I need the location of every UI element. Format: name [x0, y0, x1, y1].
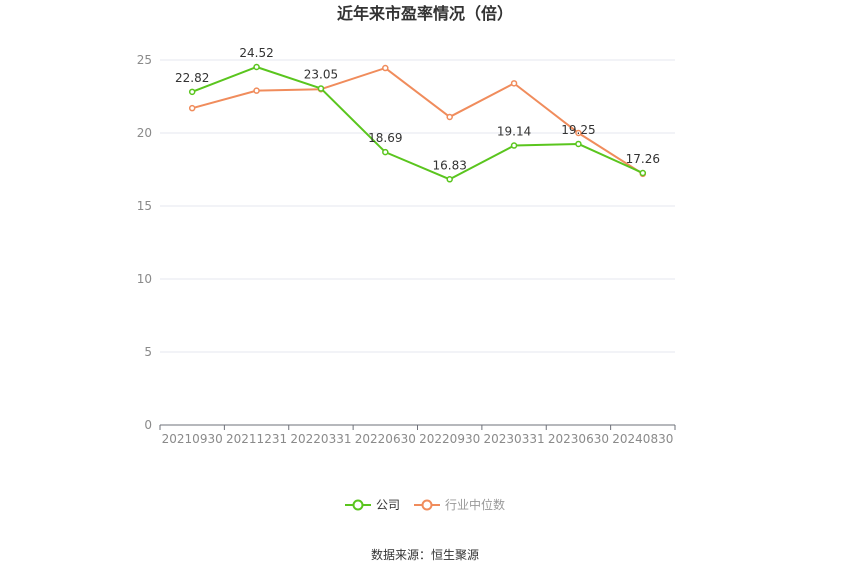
data-label: 19.14 — [497, 125, 531, 139]
y-tick-label: 10 — [137, 272, 152, 286]
x-tick-label: 20210930 — [162, 432, 223, 446]
data-labels: 22.82 24.52 23.05 18.69 16.83 19.14 19.25 17.26 — [175, 46, 660, 172]
data-point[interactable] — [382, 148, 389, 156]
legend-line-circle-icon — [414, 499, 440, 510]
x-tick-label: 20230630 — [548, 432, 609, 446]
data-label: 17.26 — [626, 152, 660, 166]
chart-title: 近年来市盈率情况（倍） — [336, 4, 513, 23]
legend-label: 公司 — [375, 498, 400, 512]
legend: 公司 行业中位数 — [0, 496, 850, 513]
data-point[interactable] — [317, 85, 325, 92]
y-tick-label: 15 — [137, 199, 152, 213]
data-point[interactable] — [510, 80, 518, 87]
legend-line-circle-icon — [344, 499, 371, 510]
x-tick-label: 20230331 — [484, 432, 545, 446]
data-point[interactable] — [253, 63, 260, 71]
x-tick-label: 20220930 — [419, 432, 480, 446]
axes: 0 5 10 15 20 25 20210930 20211231 20220331 202206… — [137, 53, 676, 446]
x-tick-label: 20220331 — [290, 432, 351, 446]
x-tick-label: 20240830 — [612, 432, 673, 446]
data-label: 23.05 — [304, 67, 338, 81]
series-line-0 — [191, 66, 644, 181]
data-point[interactable] — [188, 104, 196, 112]
grid-lines — [160, 59, 675, 353]
data-label: 16.83 — [433, 158, 467, 172]
x-tick-label: 20211231 — [226, 432, 287, 446]
y-tick-label: 5 — [144, 345, 152, 359]
legend-label: 行业中位数 — [445, 498, 506, 512]
series-lines — [188, 63, 647, 183]
y-tick-label: 25 — [137, 53, 152, 67]
data-point[interactable] — [446, 113, 453, 121]
legend-item-1[interactable]: 行业中位数 — [414, 496, 505, 513]
data-point[interactable] — [639, 169, 647, 177]
data-point[interactable] — [382, 64, 389, 72]
y-tick-label: 20 — [137, 126, 152, 140]
y-tick-label: 0 — [144, 418, 152, 432]
x-tick-label: 20220630 — [355, 432, 416, 446]
series-line-1 — [191, 67, 644, 175]
data-point[interactable] — [575, 129, 582, 137]
data-label: 18.69 — [368, 131, 402, 145]
data-label: 22.82 — [175, 71, 209, 85]
data-point[interactable] — [253, 87, 260, 94]
data-source-note: 数据来源：恒生聚源 — [370, 548, 479, 562]
data-label: 24.52 — [239, 46, 273, 60]
legend-item-0[interactable]: 公司 — [344, 496, 400, 513]
data-label: 19.25 — [561, 123, 595, 137]
data-point[interactable] — [446, 176, 453, 183]
data-point[interactable] — [188, 88, 196, 96]
data-point[interactable] — [510, 142, 518, 149]
data-point[interactable] — [575, 140, 582, 148]
